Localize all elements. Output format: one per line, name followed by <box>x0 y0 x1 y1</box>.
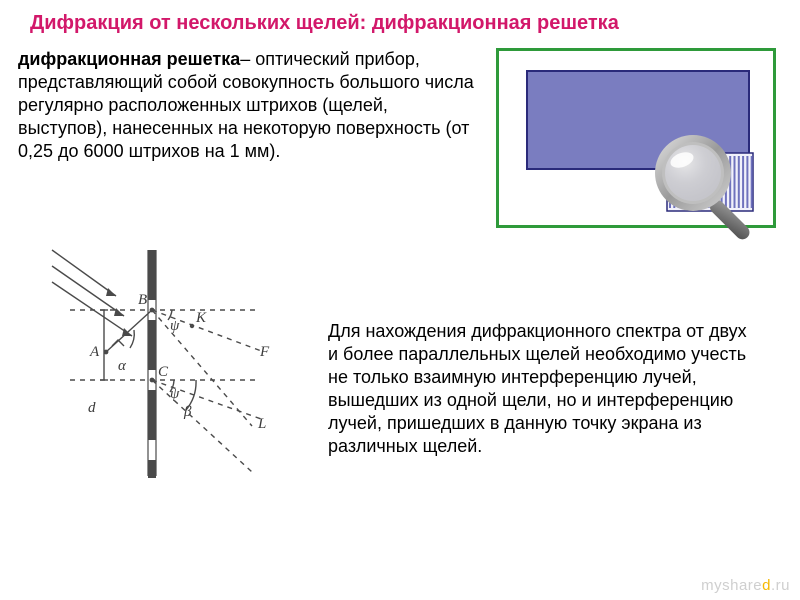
diagram-label-psi-2: ψ <box>170 386 180 402</box>
magnifier-icon <box>649 129 769 249</box>
diagram-label-C: C <box>158 364 169 380</box>
explanation-paragraph: Для нахождения дифракционного спектра от… <box>328 320 758 458</box>
diagram-label-beta: β <box>183 404 192 420</box>
definition-term: дифракционная решетка <box>18 49 240 69</box>
grating-figure-box <box>496 48 776 228</box>
diagram-label-psi-1: ψ <box>170 318 180 334</box>
diagram-label-B: B <box>138 292 147 308</box>
watermark: myshared.ru <box>701 577 790 594</box>
watermark-text-accent: d <box>762 577 771 594</box>
definition-paragraph: дифракционная решетка– оптический прибор… <box>18 48 478 163</box>
watermark-text-left: myshare <box>701 577 762 594</box>
diagram-label-F: F <box>259 344 270 360</box>
diagram-label-d: d <box>88 400 96 416</box>
diagram-label-K: K <box>195 310 207 326</box>
diagram-label-alpha: α <box>118 358 127 374</box>
watermark-text-right: .ru <box>771 577 790 594</box>
page-title: Дифракция от нескольких щелей: дифракцио… <box>30 12 770 35</box>
diagram-label-L: L <box>257 416 266 432</box>
diagram-label-A: A <box>89 344 100 360</box>
ray-diagram: A B C K F L α β ψ ψ d <box>46 248 276 478</box>
